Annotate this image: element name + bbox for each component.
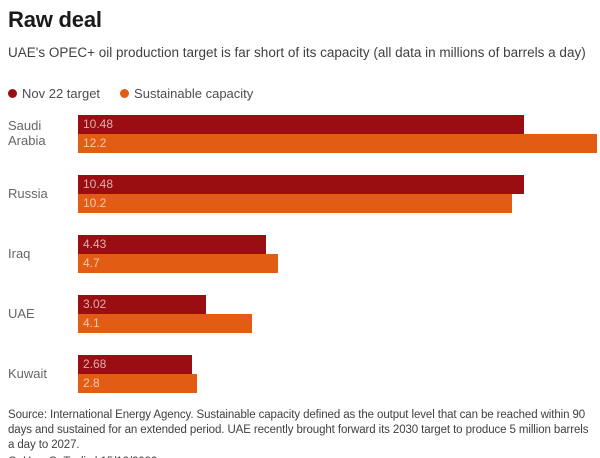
bar-value-label: 10.48 bbox=[83, 117, 114, 132]
bar-value-label: 3.02 bbox=[83, 297, 107, 312]
target-bar: 4.43 bbox=[78, 234, 267, 254]
bar-row: Saudi Arabia 10.48 12.2 bbox=[8, 114, 597, 153]
capacity-bar: 4.1 bbox=[78, 313, 253, 333]
bar-value-label: 10.48 bbox=[83, 177, 114, 192]
bar-group: 2.68 2.8 bbox=[78, 354, 597, 393]
bar-group: 3.02 4.1 bbox=[78, 294, 597, 333]
credit-line: G. Hay, O. Taslic | 15/12/2022 bbox=[8, 455, 592, 458]
target-bar: 2.68 bbox=[78, 354, 192, 374]
capacity-bar: 10.2 bbox=[78, 193, 512, 213]
category-label: Russia bbox=[8, 185, 48, 201]
capacity-bar: 2.8 bbox=[78, 373, 198, 393]
legend-item-target: Nov 22 target bbox=[8, 86, 100, 101]
bar-value-label: 12.2 bbox=[83, 136, 107, 151]
bar-value-label: 4.1 bbox=[83, 316, 100, 331]
chart-subtitle: UAE's OPEC+ oil production target is far… bbox=[8, 45, 586, 61]
legend-item-capacity: Sustainable capacity bbox=[120, 86, 253, 101]
capacity-bar: 4.7 bbox=[78, 253, 278, 273]
bar-chart: Saudi Arabia 10.48 12.2 Russia 10.48 10.2 Iraq… bbox=[8, 114, 597, 393]
target-bar: 3.02 bbox=[78, 294, 207, 314]
category-label: Iraq bbox=[8, 245, 31, 261]
bar-value-label: 2.68 bbox=[83, 357, 107, 372]
legend-label: Nov 22 target bbox=[22, 85, 101, 101]
capacity-swatch-icon bbox=[120, 88, 130, 98]
bar-value-label: 4.43 bbox=[83, 237, 107, 252]
target-bar: 10.48 bbox=[78, 174, 524, 194]
chart-legend: Nov 22 target Sustainable capacity bbox=[8, 86, 592, 101]
bar-value-label: 4.7 bbox=[83, 256, 100, 271]
footer: Source: International Energy Agency. Sus… bbox=[8, 408, 592, 458]
page-title: Raw deal bbox=[8, 7, 102, 32]
capacity-bar: 12.2 bbox=[78, 133, 597, 153]
legend-label: Sustainable capacity bbox=[134, 85, 254, 101]
bar-value-label: 2.8 bbox=[83, 376, 100, 391]
bar-group: 10.48 10.2 bbox=[78, 174, 597, 213]
bar-group: 4.43 4.7 bbox=[78, 234, 597, 273]
bar-group: 10.48 12.2 bbox=[78, 114, 597, 153]
category-label: Saudi Arabia bbox=[8, 118, 46, 148]
category-label: UAE bbox=[8, 305, 35, 321]
bar-value-label: 10.2 bbox=[83, 196, 107, 211]
bar-row: Russia 10.48 10.2 bbox=[8, 174, 597, 213]
bar-row: UAE 3.02 4.1 bbox=[8, 294, 597, 333]
target-bar: 10.48 bbox=[78, 114, 524, 134]
source-note: Source: International Energy Agency. Sus… bbox=[8, 408, 589, 452]
category-label: Kuwait bbox=[8, 365, 48, 381]
bar-row: Kuwait 2.68 2.8 bbox=[8, 354, 597, 393]
target-swatch-icon bbox=[8, 88, 17, 98]
bar-row: Iraq 4.43 4.7 bbox=[8, 234, 597, 273]
